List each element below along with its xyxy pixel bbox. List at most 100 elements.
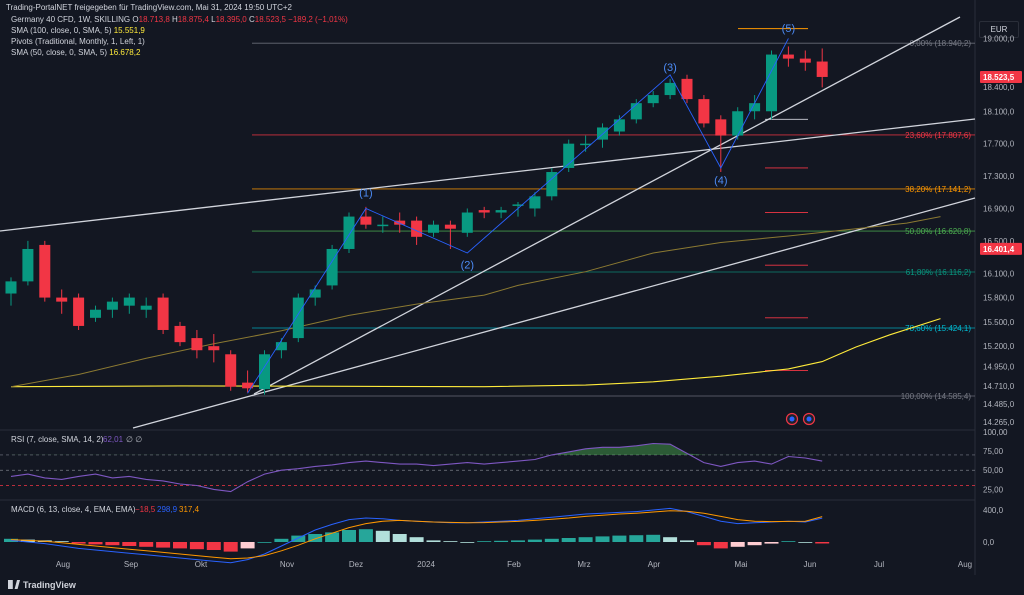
candle-body [377,224,389,227]
candle-body [292,297,304,339]
candle-body [106,301,118,310]
macd-hist-bar [781,541,796,542]
time-tick-label: Mrz [577,560,590,569]
candle-body [259,354,270,390]
time-tick-label: Jun [804,560,817,569]
sma50-legend[interactable]: SMA (50, close, 0, SMA, 5) 16.678,2 [11,48,141,57]
macd-tick-label: 0,0 [983,538,995,547]
price-badge [980,242,1022,255]
price-tick-label: 17.300,0 [983,172,1015,181]
price-tick-label: 16.500,0 [983,237,1015,246]
candle-body [715,119,727,136]
macd-hist-bar [291,535,306,542]
macd-hist-bar [342,530,356,542]
elliott-wave-label: (5) [782,23,795,35]
sma100-value: 15.551,9 [113,26,145,35]
macd-hist-bar [274,538,289,542]
candle-body [157,297,169,330]
candle-body [360,216,372,225]
rsi-pane[interactable]: RSI (7, close, SMA, 14, 2) 62,01 ∅ ∅ 100,00… [0,428,1008,494]
macd-hist-bar [713,542,728,549]
fib-level-label: 23,60% (17.807,6) [905,131,971,140]
time-axis[interactable]: Aug Sep Okt Nov Dez 2024 Feb Mrz Apr Mai Jun Jul Aug [56,560,972,569]
candle-body [580,143,592,146]
alert-icon-dot [789,416,795,422]
pivots-legend[interactable]: Pivots (Traditional, Monthly, 1, Left, 1… [11,37,145,46]
candle-body [647,95,659,104]
macd-hist-bar [663,537,678,542]
candle-body [326,248,338,286]
candle-body [613,119,625,132]
rsi-value: 62,01 [103,435,124,444]
fib-level-label: 78,60% (15.424,1) [905,324,971,333]
price-tick-label: 15.200,0 [983,342,1015,351]
price-badge-label: 18.523,5 [983,73,1015,82]
macd-hist-bar [409,537,424,542]
candle-body [394,220,406,225]
macd-hist-bar [460,542,475,543]
candle-body [428,224,439,233]
fib-level-label: 50,00% (16.620,8) [905,227,971,236]
candle-body [225,354,237,387]
macd-hist-bar [105,542,120,546]
rsi-extra: ∅ ∅ [126,435,142,444]
candle-body [5,281,17,294]
candle-body [56,297,68,302]
tradingview-logo[interactable]: TradingView [8,580,76,590]
candle-body [529,196,541,209]
rsi-tick-label: 25,00 [983,485,1004,494]
candle-body [242,382,254,389]
macd-hist-bar [240,542,255,549]
macd-pane[interactable]: MACD (6, 13, close, 4, EMA, EMA) −18,5 298… [4,505,1004,564]
macd-hist-bar [325,532,340,542]
macd-hist-bar [511,540,525,542]
macd-tick-label: 400,0 [983,506,1004,515]
elliott-wave-label: (3) [663,62,676,74]
price-tick-label: 16.900,0 [983,204,1015,213]
trendlines[interactable] [0,16,976,429]
fib-level-label: 100,00% (14.585,4) [901,392,972,401]
time-tick-label: 2024 [417,560,435,569]
sma100-legend[interactable]: SMA (100, close, 0, SMA, 5) 15.551,9 [11,26,145,35]
rsi-line [10,442,823,493]
macd-line [10,507,823,564]
macd-hist-bar [443,541,458,542]
candle-body [444,224,456,229]
macd-hist-bar [156,542,171,548]
elliott-wave-path [247,38,789,394]
price-badge [980,70,1022,83]
macd-hist-bar [477,541,492,542]
macd-hist-bar [815,542,830,544]
candle-body [73,297,85,326]
elliott-wave-label: (1) [359,187,372,199]
currency-button[interactable]: EUR [979,21,1019,38]
macd-value: 317,4 [179,505,200,514]
macd-hist-bar [257,542,272,543]
macd-value: 298,9 [157,505,178,514]
macd-hist-bar [646,534,661,542]
candle-body [191,338,203,351]
macd-hist-bar [798,542,813,543]
price-tick-label: 16.100,0 [983,269,1015,278]
macd-hist-bar [527,539,542,542]
rsi-title: RSI (7, close, SMA, 14, 2) [11,435,104,444]
symbol-title[interactable]: Germany 40 CFD, 1W, SKILLING [11,15,131,24]
price-axis[interactable]: 19.000,0 18.400,0 18.100,0 17.700,0 17.300,0… [980,34,1022,427]
macd-hist-bar [173,542,187,549]
macd-hist-bar [426,540,441,542]
price-badge-label: 16.401,4 [983,245,1015,254]
candle-body [309,289,321,298]
candle-body [563,143,575,168]
macd-hist-bar [358,529,373,542]
macd-hist-bar [680,540,694,542]
time-tick-label: Nov [280,560,294,569]
time-tick-label: Sep [124,560,139,569]
price-tick-label: 14.265,0 [983,418,1015,427]
time-tick-label: Okt [195,560,208,569]
elliott-wave-label: (2) [461,259,474,271]
ohlc-open: 18.713,8 [138,15,170,24]
candle-body [461,212,473,233]
elliott-wave[interactable]: (1) (2) (3) (4) (5) [247,23,816,426]
macd-hist-bar [629,535,644,542]
